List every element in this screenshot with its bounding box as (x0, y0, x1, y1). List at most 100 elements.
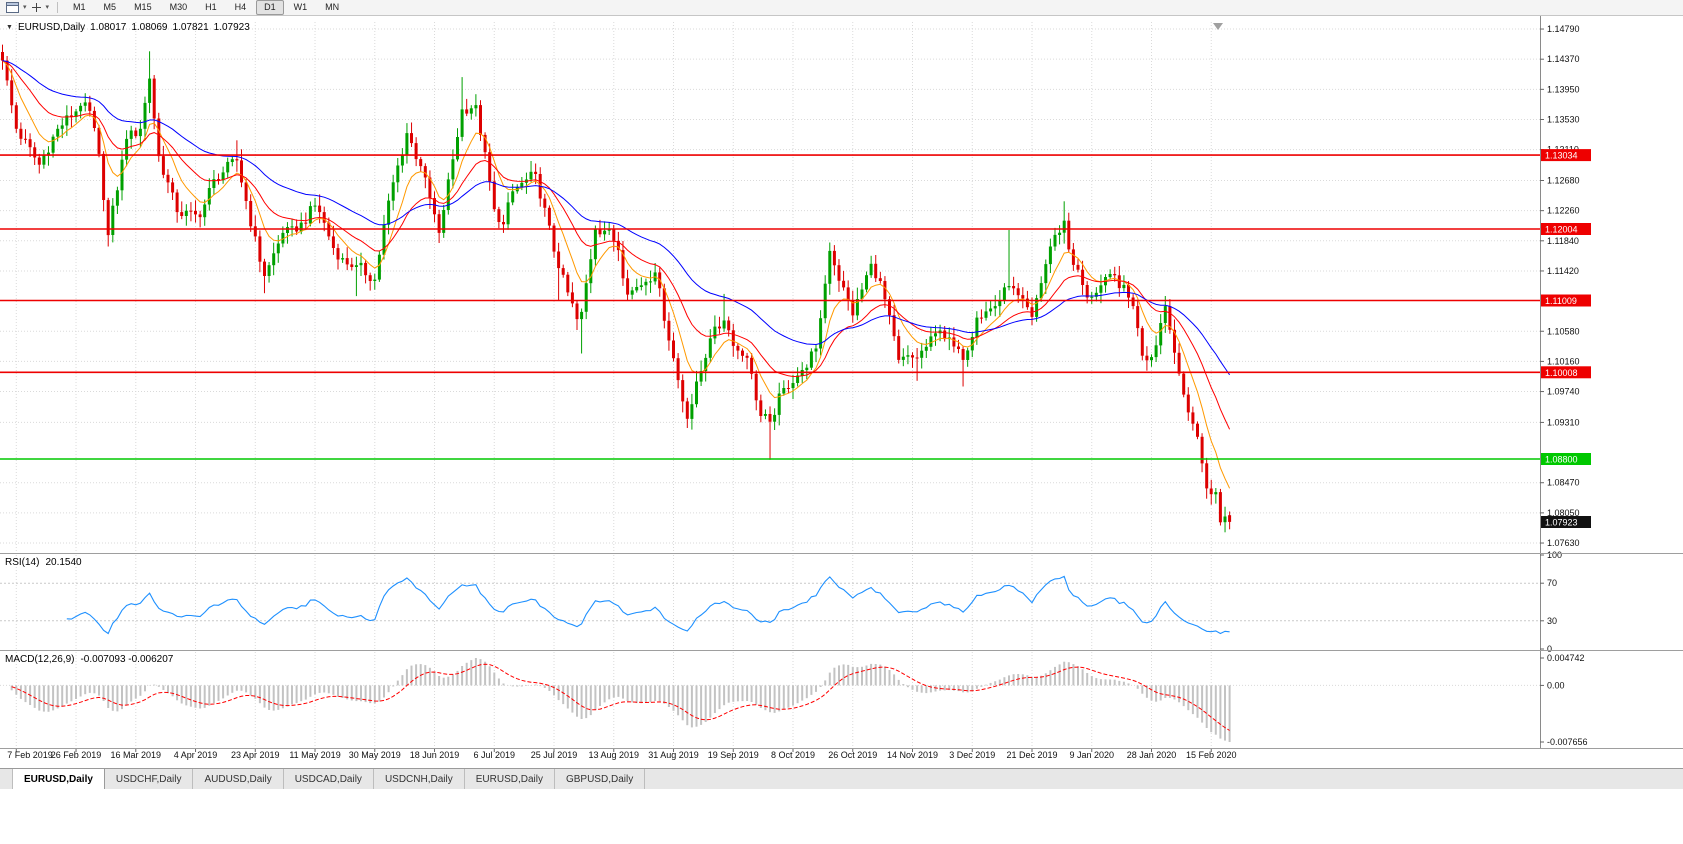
chart-tab-label: USDCAD,Daily (294, 773, 362, 785)
rsi-panel: 100 70 30 0 (0, 550, 1562, 654)
level-price-tag (1541, 294, 1591, 307)
price-tick-label: 1.10160 (1547, 356, 1580, 366)
window-bottom-area (0, 789, 1683, 844)
date-tick-label: 6 Jul 2019 (473, 750, 515, 760)
price-axis: 1.147901.143701.139501.135301.131101.126… (1540, 16, 1591, 748)
timeframe-button-m1[interactable]: M1 (73, 2, 86, 12)
date-tick-label: 16 Mar 2019 (111, 750, 162, 760)
date-tick-label: 3 Dec 2019 (949, 750, 995, 760)
toolbar: ▾ ▾ M1 M5 M15 M30 H1 H4 D1 W1 MN (0, 0, 1683, 16)
macd-values: -0.007093 -0.006207 (80, 654, 174, 665)
caption-high: 1.08069 (131, 22, 168, 33)
level-price-tag-text: 1.10008 (1545, 368, 1578, 378)
price-tick-label: 1.13530 (1547, 115, 1580, 125)
rsi-tick-label: 0 (1547, 644, 1552, 654)
chart-tab-4[interactable]: USDCNH,Daily (374, 769, 465, 789)
price-tick-label: 1.13950 (1547, 84, 1580, 94)
date-tick-label: 26 Feb 2019 (51, 750, 102, 760)
date-tick-label: 13 Aug 2019 (588, 750, 639, 760)
chart-tabbar: EURUSD,Daily USDCHF,Daily AUDUSD,Daily USDC… (0, 768, 1683, 789)
shift-marker-icon[interactable] (1213, 23, 1223, 30)
timeframe-button-mn[interactable]: MN (325, 2, 340, 12)
panel-separators (0, 553, 1683, 749)
date-tick-label: 23 Apr 2019 (231, 750, 280, 760)
price-tick-label: 1.14790 (1547, 24, 1580, 34)
macd-name: MACD(12,26,9) (5, 654, 75, 665)
level-price-tag (1541, 149, 1591, 162)
chart-tab-label: USDCHF,Daily (115, 773, 182, 785)
price-tick-label: 1.07630 (1547, 538, 1580, 548)
date-tick-label: 9 Jan 2020 (1069, 750, 1114, 760)
price-tick-label: 1.14370 (1547, 54, 1580, 64)
rsi-tick-label: 100 (1547, 550, 1562, 560)
chart-tab-6[interactable]: GBPUSD,Daily (555, 769, 646, 789)
cursor-dropdown-caret[interactable]: ▾ (45, 3, 50, 11)
price-tick-label: 1.08470 (1547, 478, 1580, 488)
price-tick-label: 1.11420 (1547, 266, 1579, 276)
chart-tab-label: USDCNH,Daily (384, 773, 453, 785)
chart-tab-5[interactable]: EURUSD,Daily (465, 769, 555, 789)
caption-open: 1.08017 (90, 22, 127, 33)
chart-tab-0[interactable]: EURUSD,Daily (13, 769, 105, 789)
tab-scroll-left[interactable] (0, 769, 13, 789)
macd-signal-line (11, 663, 1230, 731)
price-tick-label: 1.09740 (1547, 387, 1580, 397)
date-tick-label: 15 Feb 2020 (1186, 750, 1237, 760)
timeframe-button-h1[interactable]: H1 (205, 2, 217, 12)
level-price-tag (1541, 223, 1591, 235)
date-tick-label: 11 May 2019 (289, 750, 340, 760)
chart-tab-label: EURUSD,Daily (475, 773, 543, 785)
chart-tab-label: GBPUSD,Daily (565, 773, 634, 785)
chart-window-dropdown-caret[interactable]: ▾ (23, 3, 27, 11)
caption-low: 1.07821 (172, 22, 209, 33)
date-tick-label: 25 Jul 2019 (531, 750, 578, 760)
chart-area[interactable]: 1.147901.143701.139501.135301.131101.126… (0, 16, 1683, 768)
level-price-tag (1541, 366, 1591, 379)
timeframe-button-h4[interactable]: H4 (234, 2, 247, 12)
window-glyph (6, 2, 19, 13)
date-tick-label: 18 Jun 2019 (410, 750, 460, 760)
rsi-tick-label: 70 (1547, 578, 1557, 588)
crosshair-glyph (31, 3, 41, 12)
date-tick-label: 4 Apr 2019 (174, 750, 218, 760)
price-tick-label: 1.12680 (1547, 176, 1580, 186)
ma-line-medium (2, 60, 1231, 430)
price-tick-label: 1.10580 (1547, 326, 1580, 336)
date-tick-label: 26 Oct 2019 (828, 750, 877, 760)
caption-triangle-icon: ▼ (6, 24, 13, 31)
date-tick-label: 28 Jan 2020 (1127, 750, 1177, 760)
macd-panel: 0.004742 0.00 -0.007656 (0, 653, 1588, 747)
date-tick-label: 7 Feb 2019 (7, 750, 53, 760)
chart-tab-2[interactable]: AUDUSD,Daily (193, 769, 284, 789)
level-price-tag (1541, 453, 1591, 465)
level-lines (0, 154, 1540, 460)
rsi-value: 20.1540 (45, 557, 82, 568)
price-tick-label: 1.11840 (1547, 236, 1579, 246)
macd-tick-label: -0.007656 (1547, 737, 1588, 747)
timeframe-group: M1 M5 M15 M30 H1 H4 D1 W1 MN (64, 0, 348, 15)
chart-tab-label: AUDUSD,Daily (204, 773, 272, 785)
current-price-tag-text: 1.07923 (1545, 518, 1578, 528)
level-price-tag-text: 1.11009 (1545, 296, 1577, 306)
chart-window-icon[interactable] (4, 1, 21, 15)
chart-caption: ▼ EURUSD,Daily 1.08017 1.08069 1.07821 1… (6, 22, 250, 33)
timeframe-button-d1[interactable]: D1 (256, 0, 284, 15)
chart-tab-3[interactable]: USDCAD,Daily (284, 769, 374, 789)
timeframe-button-m15[interactable]: M15 (134, 2, 152, 12)
date-tick-label: 14 Nov 2019 (887, 750, 938, 760)
price-tick-label: 1.09310 (1547, 417, 1580, 427)
timeframe-button-m30[interactable]: M30 (169, 2, 188, 12)
date-tick-label: 21 Dec 2019 (1006, 750, 1057, 760)
ma-line-slow (2, 60, 1231, 376)
chart-tab-1[interactable]: USDCHF,Daily (105, 769, 194, 789)
chart-tab-label: EURUSD,Daily (24, 773, 93, 785)
level-price-tag-text: 1.12004 (1545, 225, 1578, 235)
timeframe-button-w1[interactable]: W1 (293, 2, 308, 12)
timeframe-button-m5[interactable]: M5 (103, 2, 117, 12)
crosshair-icon[interactable] (29, 1, 44, 15)
rsi-tick-label: 30 (1547, 616, 1557, 626)
macd-tick-label: 0.004742 (1547, 653, 1585, 663)
chart-canvas[interactable]: 1.147901.143701.139501.135301.131101.126… (0, 16, 1683, 768)
